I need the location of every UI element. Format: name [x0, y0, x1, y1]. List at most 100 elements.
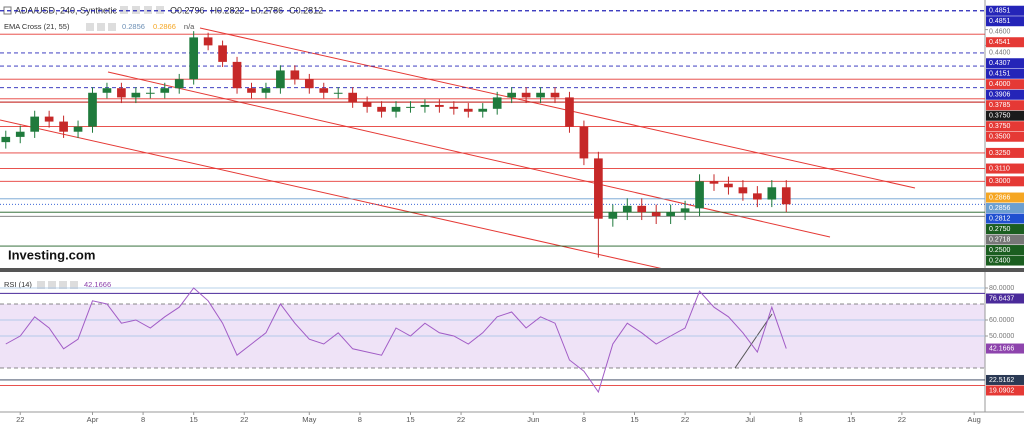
candle-body: [521, 92, 531, 98]
toolbar-icon[interactable]: [108, 23, 116, 31]
candle-body: [261, 88, 271, 93]
level-label: 0.3500: [989, 134, 1011, 141]
level-label: 0.3000: [989, 178, 1011, 185]
candle-body: [550, 92, 560, 98]
level-label-box: [986, 121, 1024, 132]
candle-body: [478, 108, 488, 112]
candle-body: [565, 97, 574, 127]
candle-body: [680, 208, 690, 213]
level-label: 0.3750: [989, 123, 1011, 130]
toolbar-icon[interactable]: [132, 6, 140, 14]
indicator-value: n/a: [184, 22, 195, 31]
level-label-box: [986, 176, 1024, 187]
candle-body: [449, 106, 459, 109]
candle-body: [319, 88, 329, 93]
toolbar-icon[interactable]: [59, 281, 67, 289]
candle-body: [767, 187, 777, 200]
candle-body: [666, 212, 675, 217]
level-label-box: [986, 343, 1024, 354]
level-label: 42.1666: [989, 345, 1014, 352]
candle-body: [362, 102, 372, 107]
level-label: 0.2400: [989, 257, 1011, 264]
level-label: 19.0902: [989, 387, 1014, 394]
y-tick-label: 80.0000: [989, 285, 1014, 292]
candle-body: [131, 92, 141, 98]
candle-body: [608, 212, 618, 219]
candle-body: [420, 104, 430, 107]
candle-body: [247, 88, 256, 93]
level-label: 0.3110: [989, 165, 1010, 172]
candle-body: [724, 183, 733, 188]
ohlc-value: O0.2796: [170, 5, 205, 15]
level-label-box: [986, 37, 1024, 48]
level-label-box: [986, 255, 1024, 266]
level-label-box: [986, 58, 1024, 69]
level-label: 0.2750: [989, 226, 1011, 233]
level-label-box: [986, 68, 1024, 79]
x-tick-label: 8: [141, 415, 145, 424]
candle-body: [594, 158, 603, 219]
candle-body: [160, 88, 170, 93]
indicator-value: 0.2856: [122, 22, 145, 31]
toolbar-icon[interactable]: [37, 281, 45, 289]
channel-line: [199, 27, 916, 189]
candle-body: [30, 116, 40, 132]
candle-body: [304, 79, 314, 89]
x-tick-label: May: [302, 415, 316, 424]
level-label-box: [986, 245, 1024, 256]
x-tick-label: 8: [799, 415, 803, 424]
y-tick-label: 0.4400: [989, 50, 1011, 57]
toolbar-icon[interactable]: [97, 23, 105, 31]
level-label: 22.5162: [989, 377, 1014, 384]
candle-body: [622, 205, 632, 213]
y-tick-label: 50.0000: [989, 333, 1014, 340]
candle-body: [753, 193, 762, 200]
x-tick-label: 22: [681, 415, 689, 424]
x-tick-label: 22: [240, 415, 248, 424]
x-tick-label: 22: [457, 415, 465, 424]
candle-body: [203, 37, 213, 46]
ohlc-value: C0.2812: [289, 5, 323, 15]
candle-body: [391, 106, 401, 112]
level-label-box: [986, 5, 1024, 16]
candle-body: [695, 181, 704, 209]
level-label-box: [986, 16, 1024, 27]
candle-body: [333, 92, 343, 94]
candle-body: [102, 88, 112, 93]
level-label-box: [986, 163, 1024, 174]
candle-body: [651, 212, 661, 217]
x-tick-label: 15: [406, 415, 414, 424]
candle-body: [232, 61, 242, 89]
x-tick-label: 22: [16, 415, 24, 424]
candle-body: [435, 104, 444, 107]
level-label: 0.3750: [989, 113, 1011, 120]
candle-body: [59, 121, 68, 132]
toolbar-icon[interactable]: [156, 6, 164, 14]
candle-body: [492, 97, 502, 109]
level-label-box: [986, 131, 1024, 142]
level-label-box: [986, 385, 1024, 396]
toolbar-icon[interactable]: [86, 23, 94, 31]
level-label: 0.4851: [989, 18, 1011, 25]
level-label: 0.3785: [989, 102, 1011, 109]
candle-body: [463, 108, 473, 112]
toolbar-icon[interactable]: [48, 281, 56, 289]
y-tick-label: 0.4600: [989, 29, 1011, 36]
level-label: 0.4851: [989, 8, 1011, 15]
candle-body: [276, 70, 285, 89]
rsi-trendline: [734, 313, 773, 369]
toolbar-icon[interactable]: [144, 6, 152, 14]
level-label: 0.2718: [989, 236, 1011, 243]
toolbar-icon[interactable]: [70, 281, 78, 289]
candle-body: [406, 106, 415, 108]
candle-body: [1, 136, 11, 143]
candle-body: [145, 92, 155, 94]
level-label: 0.4307: [989, 60, 1011, 67]
level-label-box: [986, 224, 1024, 235]
candle-body: [348, 92, 357, 103]
level-label: 0.4541: [989, 39, 1011, 46]
x-tick-label: Jul: [745, 415, 755, 424]
toolbar-icon[interactable]: [120, 6, 128, 14]
candle-body: [709, 181, 719, 184]
